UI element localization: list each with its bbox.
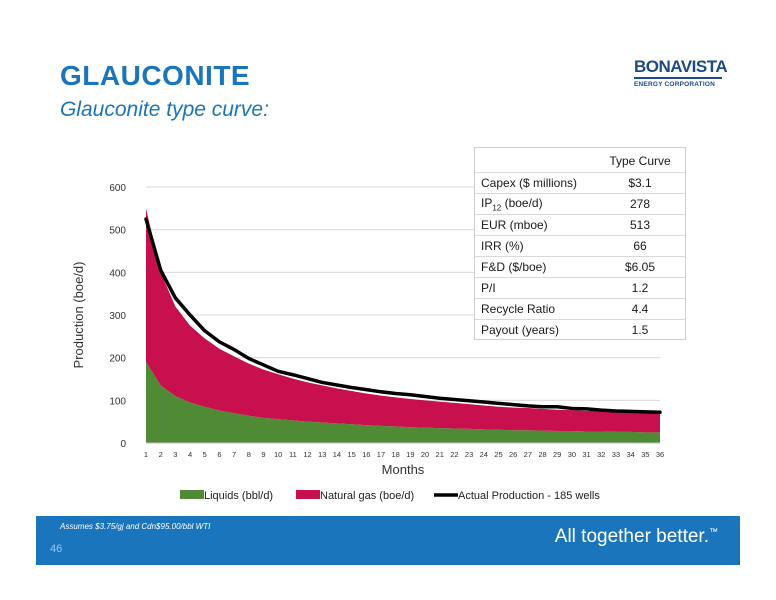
x-tick-label: 22	[450, 450, 458, 459]
table-row-label: Payout (years)	[481, 323, 560, 337]
y-tick-label: 600	[109, 183, 126, 194]
area-series	[146, 361, 660, 443]
x-tick-label: 15	[347, 450, 355, 459]
y-tick-label: 200	[109, 354, 126, 365]
x-tick-label: 31	[582, 450, 590, 459]
area-series	[146, 208, 660, 433]
legend-swatch	[180, 490, 204, 499]
table-row-label: IP12 (boe/d)	[475, 196, 599, 212]
x-tick-label: 25	[494, 450, 502, 459]
x-tick-label: 13	[318, 450, 326, 459]
table-row-label: Capex ($ millions)	[481, 176, 578, 190]
y-tick-label: 100	[109, 396, 126, 407]
y-axis-title: Production (boe/d)	[71, 262, 86, 369]
table-row-label: IRR (%)	[481, 239, 524, 253]
y-tick-label: 0	[120, 439, 126, 450]
ip-label-suffix: (boe/d)	[501, 195, 543, 210]
x-tick-label: 26	[509, 450, 517, 459]
table-row-value: 4.4	[631, 302, 649, 316]
x-tick-label: 30	[568, 450, 576, 459]
page-subtitle: Glauconite type curve:	[60, 98, 269, 121]
table-header-label: Type Curve	[609, 154, 671, 168]
footer-band: Assumes $3.75/gj and Cdn$95.00/bbl WTI 4…	[36, 516, 740, 565]
price-assumption-note: Assumes $3.75/gj and Cdn$95.00/bbl WTI	[60, 522, 211, 531]
page-title: GLAUCONITE	[60, 60, 251, 91]
table-row: EUR (mboe) 513	[475, 214, 685, 235]
x-tick-label: 7	[232, 450, 236, 459]
ip-subscript: 12	[492, 203, 502, 213]
x-tick-label: 3	[173, 450, 177, 459]
x-tick-label: 17	[377, 450, 385, 459]
table-row: IP12 (boe/d) 278	[475, 193, 685, 214]
ip-label: IP	[481, 195, 493, 210]
x-tick-label: 6	[217, 450, 221, 459]
x-tick-label: 29	[553, 450, 561, 459]
x-tick-label: 9	[261, 450, 265, 459]
table-row: P/I 1.2	[475, 277, 685, 298]
table-row-label: EUR (mboe)	[481, 218, 548, 232]
table-row-value: 513	[629, 218, 651, 232]
table-row: F&D ($/boe) $6.05	[475, 256, 685, 277]
x-tick-label: 8	[247, 450, 251, 459]
x-tick-label: 28	[538, 450, 546, 459]
table-row: Recycle Ratio 4.4	[475, 298, 685, 319]
legend-label: Liquids (bbl/d)	[204, 490, 273, 502]
x-tick-label: 36	[656, 450, 664, 459]
x-tick-label: 21	[436, 450, 444, 459]
x-tick-label: 24	[480, 450, 488, 459]
trademark-mark: ™	[709, 526, 718, 537]
table-row-value: $6.05	[624, 260, 656, 274]
x-tick-label: 10	[274, 450, 282, 459]
table-row-value: 278	[629, 197, 651, 211]
legend-label: Natural gas (boe/d)	[320, 490, 414, 502]
x-tick-label: 34	[626, 450, 634, 459]
x-tick-label: 16	[362, 450, 370, 459]
legend-swatch	[296, 490, 320, 499]
x-tick-label: 33	[612, 450, 620, 459]
x-tick-label: 5	[203, 450, 207, 459]
x-tick-label: 19	[406, 450, 414, 459]
x-tick-label: 12	[303, 450, 311, 459]
tagline: All together better.™	[555, 526, 718, 548]
table-row: Capex ($ millions) $3.1	[475, 172, 685, 193]
x-tick-label: 27	[524, 450, 532, 459]
page-number: 46	[50, 543, 63, 555]
tagline-text: All together better.	[554, 526, 709, 547]
y-tick-label: 400	[109, 268, 126, 279]
table-row-value: 66	[633, 239, 647, 253]
x-tick-label: 23	[465, 450, 473, 459]
table-row-label: P/I	[481, 281, 496, 295]
x-tick-label: 20	[421, 450, 429, 459]
type-curve-table: Type Curve Capex ($ millions) $3.1 IP12 …	[474, 147, 686, 340]
legend-label: Actual Production - 185 wells	[458, 490, 600, 502]
table-row-value: 1.5	[631, 323, 649, 337]
y-tick-label: 300	[109, 311, 126, 322]
x-tick-label: 2	[159, 450, 163, 459]
x-tick-label: 32	[597, 450, 605, 459]
bonavista-logo: BONAVISTA ENERGY CORPORATION	[634, 58, 728, 88]
table-row-value: $3.1	[628, 176, 652, 190]
x-tick-label: 14	[333, 450, 341, 459]
y-tick-label: 500	[109, 226, 126, 237]
logo-subtext: ENERGY CORPORATION	[634, 81, 716, 88]
table-header: Type Curve	[475, 148, 685, 172]
x-tick-label: 18	[391, 450, 399, 459]
actual-production-line	[144, 217, 662, 415]
x-axis-title: Months	[382, 462, 425, 477]
logo-wordmark: BONAVISTA	[634, 58, 728, 79]
x-tick-label: 11	[289, 450, 297, 459]
table-row-label: Recycle Ratio	[481, 302, 556, 316]
table-row: IRR (%) 66	[475, 235, 685, 256]
x-tick-label: 1	[144, 450, 148, 459]
x-tick-label: 4	[188, 450, 192, 459]
table-row-label: F&D ($/boe)	[481, 260, 547, 274]
table-row-value: 1.2	[631, 281, 649, 295]
table-row: Payout (years) 1.5	[475, 319, 685, 340]
x-tick-label: 35	[641, 450, 649, 459]
